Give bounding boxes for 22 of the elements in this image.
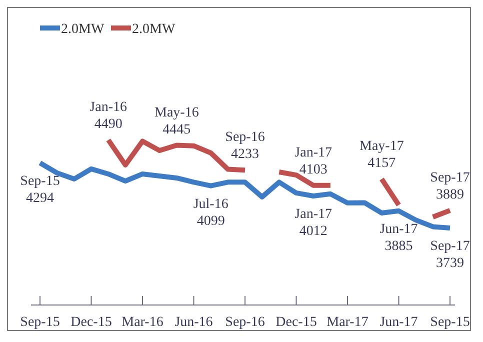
x-tick-label: Jun-16 — [174, 315, 213, 330]
x-tick-label: Sep-15 — [430, 315, 470, 330]
data-label: Jul-16 4099 — [193, 196, 228, 229]
x-tick-label: Dec-15 — [276, 315, 317, 330]
data-label: Sep-15 4294 — [20, 174, 60, 206]
x-tick-label: Mar-16 — [122, 315, 164, 330]
x-tick-label: Sep-15 — [20, 315, 60, 330]
data-label: Sep-17 3739 — [430, 239, 470, 271]
x-tick-label: Sep-16 — [225, 315, 265, 330]
data-label: Jan-16 4490 — [90, 100, 127, 132]
data-label: Jun-17 3885 — [380, 222, 418, 254]
data-label: Sep-16 4233 — [225, 130, 265, 162]
data-label: Sep-17 3889 — [430, 170, 470, 202]
data-label: May-16 4445 — [154, 105, 199, 138]
x-tick-label: Mar-17 — [326, 315, 368, 330]
data-label: Jan-17 4012 — [294, 207, 332, 240]
legend-label: 2.0MW — [132, 22, 176, 37]
legend-label: 2.0MW — [61, 22, 105, 37]
data-label: May-17 4157 — [360, 139, 404, 172]
x-tick-label: Jun-17 — [380, 315, 418, 330]
x-tick-label: Dec-15 — [70, 315, 112, 330]
data-label: Jan-17 4103 — [294, 145, 332, 178]
